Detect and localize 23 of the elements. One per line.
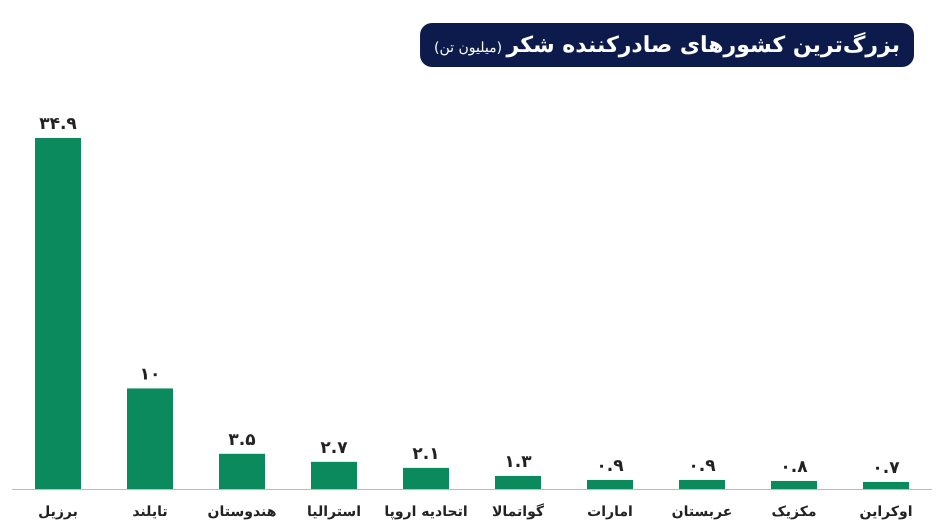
chart-subtitle: (میلیون تن)	[434, 40, 507, 56]
chart-title: بزرگ‌ترین کشورهای صادرکننده شکر	[506, 31, 900, 58]
data-label: ۱.۳	[504, 452, 532, 472]
x-tick-label: برزیل	[38, 504, 78, 520]
data-label: ۰.۷	[872, 458, 900, 478]
x-tick-label: اوکراین	[859, 504, 913, 520]
data-label: ۰.۸	[780, 456, 808, 477]
x-tick-label: گواتمالا	[492, 503, 545, 520]
data-label: ۰.۹	[596, 456, 624, 476]
x-tick-label: امارات	[587, 504, 633, 520]
data-label: ۱۰	[140, 364, 160, 384]
data-label: ۳۴.۹	[39, 114, 78, 134]
x-tick-label: عربستان	[672, 504, 732, 520]
data-label: ۰.۹	[688, 456, 716, 476]
x-tick-label: استرالیا	[306, 504, 362, 520]
x-tick-label: اتحادیه اروپا	[384, 504, 468, 520]
title: بزرگ‌ترین کشورهای صادرکننده شکر (میلیون تن)	[420, 23, 914, 67]
data-label: ۳.۵	[228, 430, 256, 450]
x-tick-label: تایلند	[132, 504, 168, 520]
x-tick-label: مکزیک	[771, 504, 817, 520]
data-label: ۲.۱	[412, 444, 440, 464]
x-tick-label: هندوستان	[208, 504, 276, 520]
data-label: ۲.۷	[320, 438, 348, 458]
